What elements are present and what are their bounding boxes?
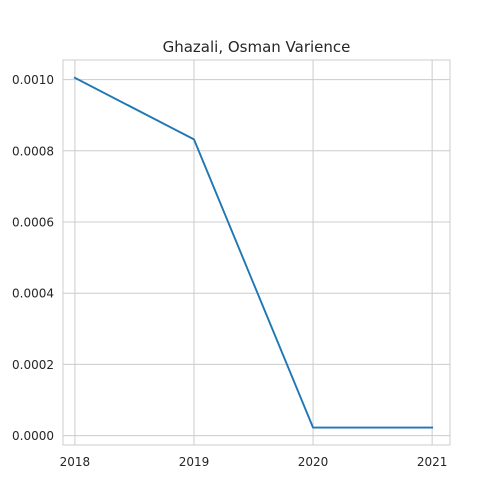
x-tick-label: 2018 xyxy=(60,455,91,469)
y-tick-label: 0.0008 xyxy=(12,144,54,158)
y-tick-label: 0.0006 xyxy=(12,215,54,229)
x-tick-label: 2021 xyxy=(417,455,448,469)
y-tick-labels: 0.0000 0.0002 0.0004 0.0006 0.0008 0.0010 xyxy=(12,73,54,443)
x-tick-label: 2020 xyxy=(298,455,329,469)
y-tick-label: 0.0000 xyxy=(12,429,54,443)
y-tick-label: 0.0002 xyxy=(12,358,54,372)
y-tick-label: 0.0004 xyxy=(12,287,54,301)
x-tick-labels: 2018 2019 2020 2021 xyxy=(60,455,448,469)
series-line-0 xyxy=(73,76,434,429)
y-tick-label: 0.0010 xyxy=(12,73,54,87)
x-tick-label: 2019 xyxy=(179,455,210,469)
plot-frame xyxy=(62,59,451,446)
chart-title: Ghazali, Osman Varience xyxy=(163,38,351,56)
series-layer xyxy=(73,76,434,429)
grid-lines xyxy=(63,60,450,445)
